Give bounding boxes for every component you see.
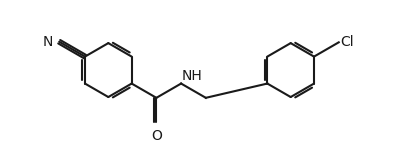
- Text: N: N: [43, 35, 53, 49]
- Text: NH: NH: [182, 69, 202, 83]
- Text: O: O: [151, 129, 162, 143]
- Text: Cl: Cl: [341, 35, 354, 49]
